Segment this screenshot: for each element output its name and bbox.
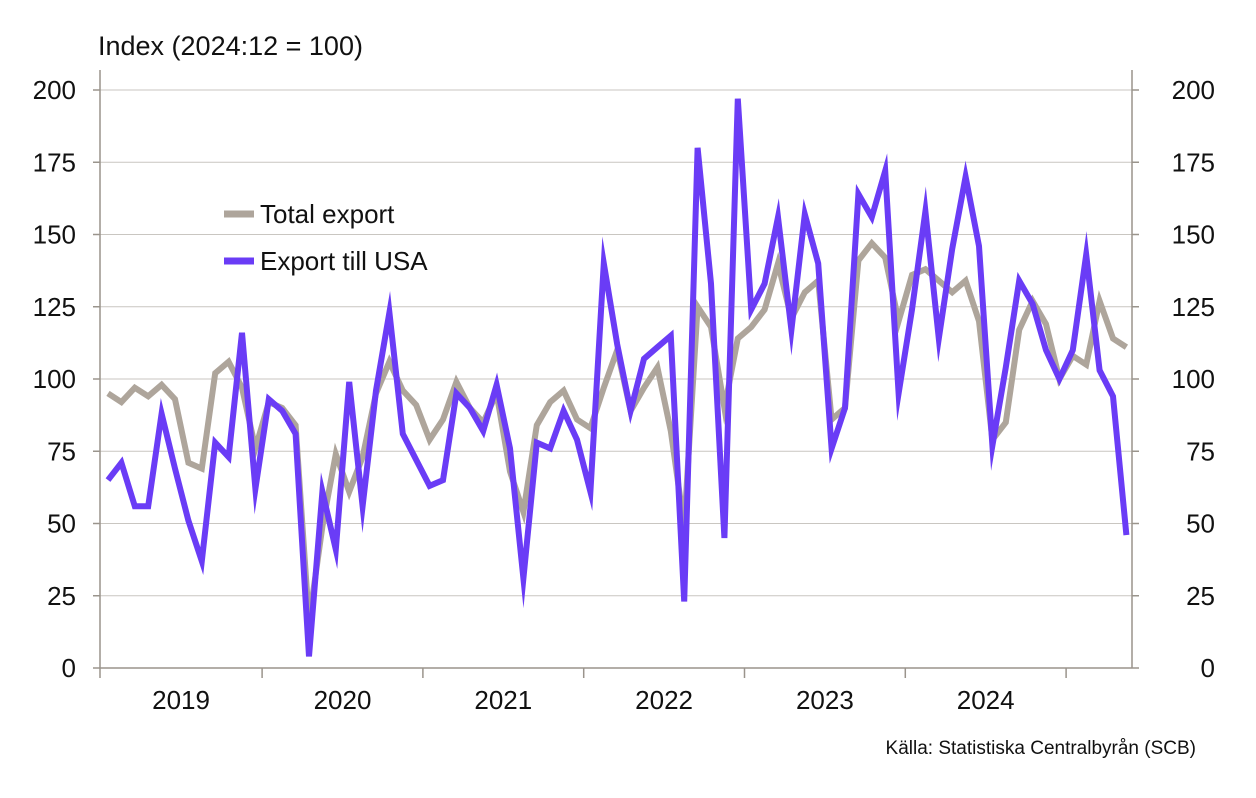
y-tick-label-right: 200 bbox=[1172, 75, 1215, 105]
x-tick-label: 2022 bbox=[635, 685, 693, 715]
y-tick-label-right: 25 bbox=[1186, 581, 1215, 611]
series-line-total-export bbox=[106, 238, 1129, 651]
y-axis-right: 0 25 50 75 100 125 150 175 200 bbox=[1172, 75, 1215, 683]
legend: Total export Export till USA bbox=[224, 199, 428, 276]
y-tick-label-left: 25 bbox=[47, 581, 76, 611]
y-tick-label-right: 175 bbox=[1172, 147, 1215, 177]
y-tick-label-left: 100 bbox=[33, 364, 76, 394]
series-line-export-till-usa bbox=[105, 98, 1130, 657]
x-tick-label: 2019 bbox=[152, 685, 210, 715]
y-tick-label-right: 150 bbox=[1172, 220, 1215, 250]
y-tick-label-right: 125 bbox=[1172, 292, 1215, 322]
gridlines bbox=[100, 89, 1132, 597]
y-tick-label-left: 50 bbox=[47, 509, 76, 539]
x-axis: 2019 2020 2021 2022 2023 2024 bbox=[152, 685, 1014, 715]
x-tick-label: 2021 bbox=[474, 685, 532, 715]
y-tick-label-right: 100 bbox=[1172, 364, 1215, 394]
series-lines bbox=[105, 98, 1130, 657]
x-tick-label: 2020 bbox=[314, 685, 372, 715]
y-tick-label-left: 125 bbox=[33, 292, 76, 322]
y-tick-label-right: 50 bbox=[1186, 509, 1215, 539]
y-tick-label-right: 0 bbox=[1201, 653, 1215, 683]
y-tick-label-right: 75 bbox=[1186, 436, 1215, 466]
y-tick-label-left: 150 bbox=[33, 220, 76, 250]
y-tick-label-left: 175 bbox=[33, 147, 76, 177]
y-tick-label-left: 0 bbox=[62, 653, 76, 683]
x-tick-label: 2024 bbox=[957, 685, 1015, 715]
y-tick-label-left: 75 bbox=[47, 436, 76, 466]
source-note: Källa: Statistiska Centralbyrån (SCB) bbox=[886, 738, 1196, 759]
axes bbox=[93, 70, 1139, 678]
y-tick-label-left: 200 bbox=[33, 75, 76, 105]
chart-title: Index (2024:12 = 100) bbox=[98, 31, 363, 61]
legend-label-total-export: Total export bbox=[260, 199, 395, 229]
y-axis-left: 0 25 50 75 100 125 150 175 200 bbox=[33, 75, 76, 683]
x-tick-label: 2023 bbox=[796, 685, 854, 715]
legend-label-export-till-usa: Export till USA bbox=[260, 246, 428, 276]
